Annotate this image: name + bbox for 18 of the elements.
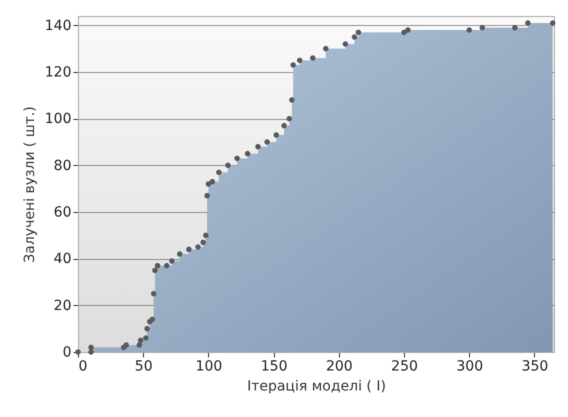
x-tick-label: 300 bbox=[456, 358, 484, 374]
y-tick-label: 100 bbox=[44, 111, 72, 128]
y-tick-label: 60 bbox=[54, 204, 72, 220]
y-tick-label: 20 bbox=[54, 298, 72, 314]
y-axis-title: Залучені вузли ( шт.) bbox=[22, 106, 38, 263]
x-tick-label: 200 bbox=[326, 358, 353, 374]
x-tick-label: 350 bbox=[522, 358, 548, 374]
x-tick-label: 50 bbox=[134, 358, 153, 374]
y-tick-label: 80 bbox=[54, 158, 72, 174]
y-tick-label: 40 bbox=[54, 251, 72, 268]
x-tick-label: 250 bbox=[391, 358, 418, 374]
x-tick-label: 150 bbox=[260, 358, 288, 374]
x-axis-title: Ітерація моделі ( I) bbox=[247, 378, 386, 394]
y-tick-label: 120 bbox=[44, 64, 72, 80]
x-tick-label: 0 bbox=[78, 358, 88, 374]
x-tick-label: 100 bbox=[196, 358, 222, 374]
y-tick-label: 140 bbox=[44, 18, 72, 34]
y-tick-label: 0 bbox=[62, 344, 72, 360]
